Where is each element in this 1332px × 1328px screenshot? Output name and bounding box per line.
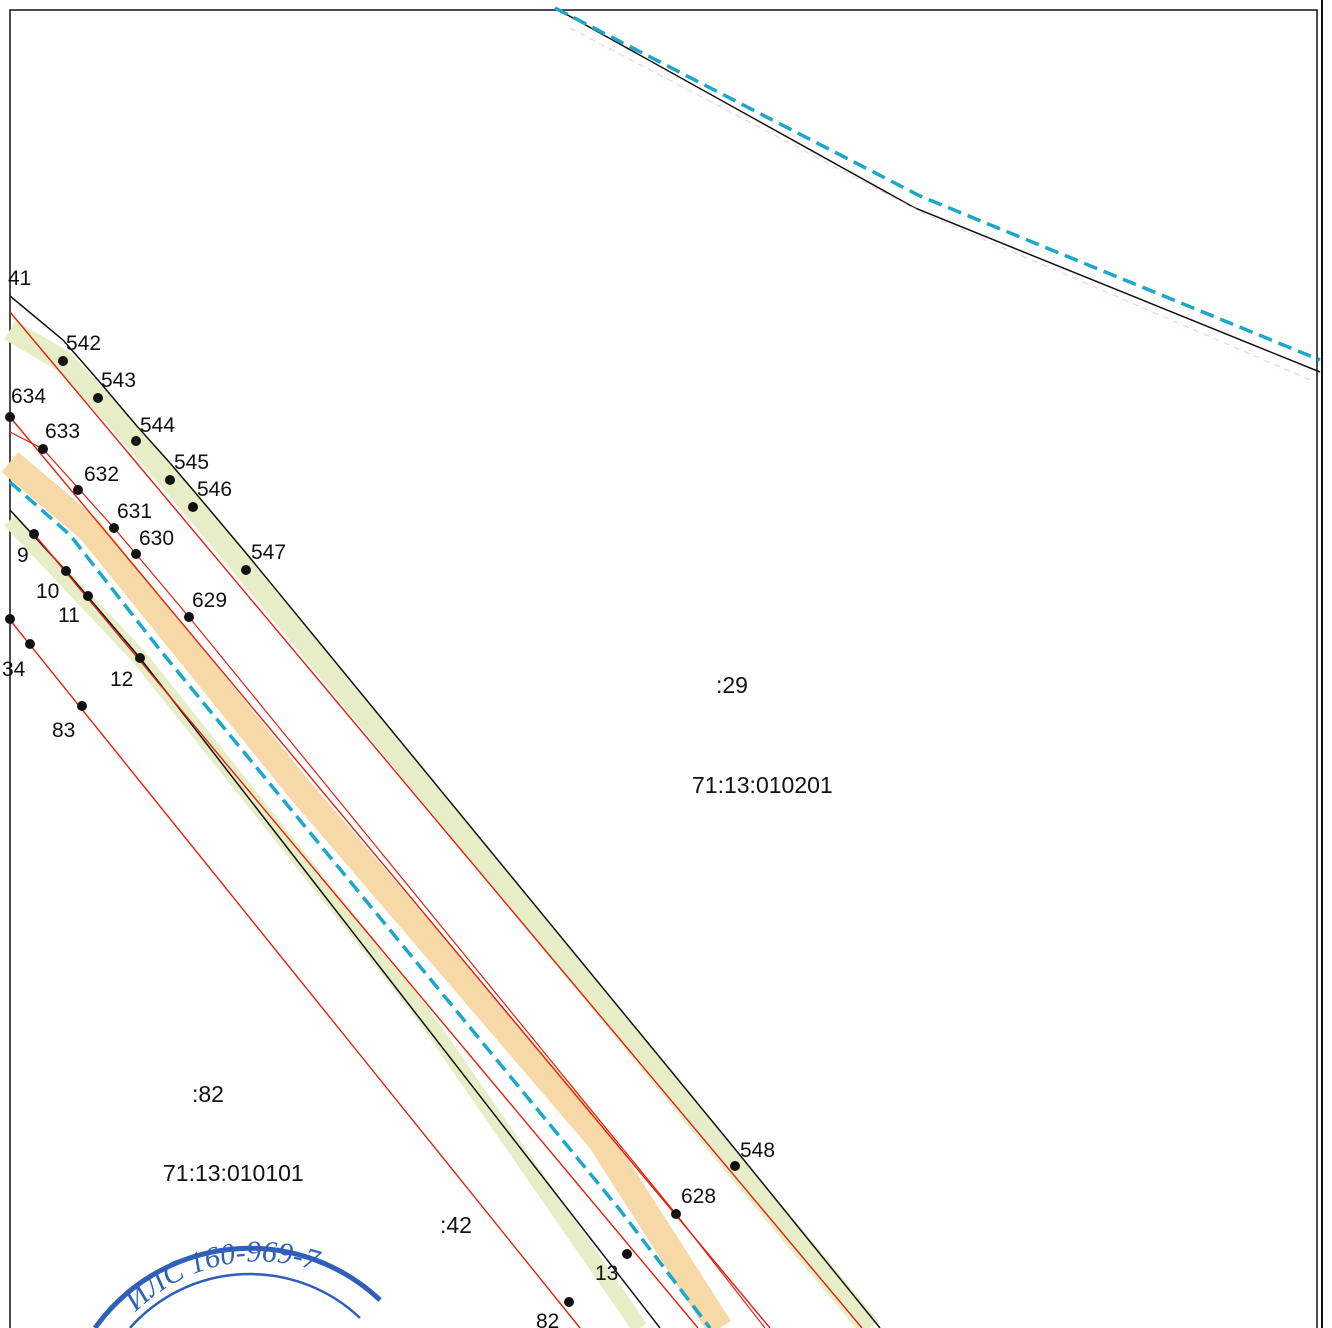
point-marker	[29, 529, 39, 539]
point-marker	[671, 1209, 681, 1219]
point-marker	[135, 653, 145, 663]
point-marker	[188, 502, 198, 512]
point-label-634: 634	[11, 385, 46, 408]
parcel-boundary-top	[554, 7, 1321, 373]
point-label-547: 547	[251, 541, 286, 564]
point-label-630: 630	[139, 527, 174, 550]
point-label-628: 628	[681, 1185, 716, 1208]
point-marker	[77, 701, 87, 711]
point-label-542: 542	[66, 332, 101, 355]
dashed-zone-diagonal	[8, 480, 712, 1328]
seal-stamp: ИЛС 160-969-7	[92, 1235, 382, 1328]
dashed-zone-top	[554, 6, 1321, 362]
point-label-84: 34	[2, 658, 26, 681]
point-label-546: 546	[197, 478, 232, 501]
point-marker	[131, 549, 141, 559]
map-frame	[9, 9, 1318, 1328]
point-label-544: 544	[140, 414, 175, 437]
red-line-2	[9, 416, 771, 1328]
point-label-629: 629	[192, 589, 227, 612]
point-label-548: 548	[740, 1139, 775, 1162]
point-label-82: 82	[536, 1310, 559, 1328]
point-label-11: 11	[58, 604, 80, 627]
point-label-631: 631	[117, 500, 152, 523]
point-label-83: 83	[52, 719, 75, 742]
point-label-12: 12	[110, 668, 133, 691]
parcel-82-number: :82	[192, 1081, 224, 1107]
point-label-9: 9	[17, 544, 29, 567]
parcel-42-number: :42	[440, 1212, 472, 1238]
boundary-lower	[9, 509, 661, 1328]
point-marker	[564, 1297, 574, 1307]
point-label-632: 632	[84, 463, 119, 486]
point-label-13: 13	[595, 1262, 618, 1285]
point-marker	[38, 444, 48, 454]
point-marker	[61, 566, 71, 576]
point-marker	[622, 1249, 632, 1259]
red-line-1	[9, 311, 863, 1328]
parcel-82-quarter: 71:13:010101	[163, 1160, 304, 1186]
green-band-lower	[4, 514, 647, 1328]
point-marker	[131, 436, 141, 446]
point-marker	[241, 565, 251, 575]
red-line-4	[9, 619, 581, 1328]
point-marker	[5, 412, 15, 422]
parcel-29-quarter: 71:13:010201	[692, 772, 833, 798]
point-marker	[5, 614, 15, 624]
point-marker	[83, 591, 93, 601]
point-marker	[184, 612, 194, 622]
point-marker	[730, 1161, 740, 1171]
pink-dotted-top	[569, 27, 1316, 383]
point-marker	[73, 485, 83, 495]
red-line-3	[33, 533, 699, 1328]
parcel-29-number: :29	[716, 672, 748, 698]
point-label-10: 10	[36, 580, 59, 603]
boundary-upper	[9, 295, 881, 1328]
orange-band	[1, 452, 731, 1328]
point-marker	[25, 639, 35, 649]
point-marker	[165, 475, 175, 485]
point-marker	[93, 393, 103, 403]
point-label-543: 543	[101, 369, 136, 392]
point-label-633: 633	[45, 420, 80, 443]
point-marker	[58, 356, 68, 366]
green-band-upper	[4, 320, 879, 1328]
point-label-541: 41	[8, 267, 31, 290]
point-label-545: 545	[174, 451, 209, 474]
survey-points	[5, 356, 740, 1307]
point-marker	[109, 523, 119, 533]
